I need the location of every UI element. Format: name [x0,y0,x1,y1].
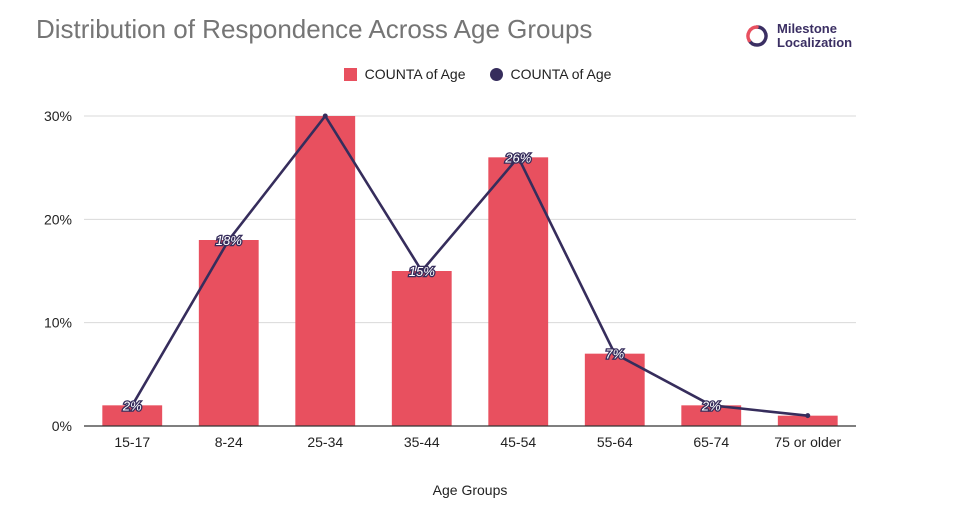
data-label: 7% [605,347,624,362]
data-label: 2% [122,398,142,413]
line-point [419,268,425,274]
data-label: 2% [701,398,721,413]
legend-bar-label: COUNTA of Age [364,66,466,82]
line-point [708,402,714,408]
data-label: 18% [216,233,242,248]
bar [198,240,259,426]
legend-item-bar: COUNTA of Age [343,66,466,82]
bar [391,271,452,426]
brand-logo: Milestone Localization [745,22,852,50]
x-tick-label: 25-34 [307,434,343,450]
x-tick-label: 15-17 [114,434,150,450]
legend-item-line: COUNTA of Age [489,66,612,82]
line-point [805,413,811,419]
x-axis-title: Age Groups [433,482,508,498]
chart-legend: COUNTA of Age COUNTA of Age [0,66,955,82]
line-point [322,113,328,119]
bar [488,157,549,427]
line-point [612,351,618,357]
bar [777,415,838,426]
logo-line-2: Localization [777,35,853,50]
logo-mark-icon [746,25,768,47]
x-tick-label: 35-44 [404,434,440,450]
legend-bar-swatch [343,67,357,81]
series-line [131,114,808,417]
line-point [226,237,232,243]
y-tick-label: 20% [44,211,72,227]
y-tick-label: 10% [44,315,72,331]
line-point [515,154,521,160]
x-tick-label: 65-74 [693,434,729,450]
y-tick-label: 30% [44,108,72,124]
data-label: 15% [409,264,435,279]
legend-line-label: COUNTA of Age [510,66,612,82]
y-tick-label: 0% [52,418,72,434]
x-tick-label: 8-24 [215,434,243,450]
x-tick-label: 45-54 [500,434,536,450]
chart-title: Distribution of Respondence Across Age G… [36,14,593,44]
line-point [129,402,135,408]
bar [681,405,742,426]
data-label: 26% [504,150,531,165]
legend-line-swatch [489,67,503,81]
x-tick-label: 55-64 [597,434,633,450]
bar [102,405,163,426]
logo-line-1: Milestone [777,21,837,36]
x-tick-label: 75 or older [774,434,841,450]
bar [295,116,356,426]
